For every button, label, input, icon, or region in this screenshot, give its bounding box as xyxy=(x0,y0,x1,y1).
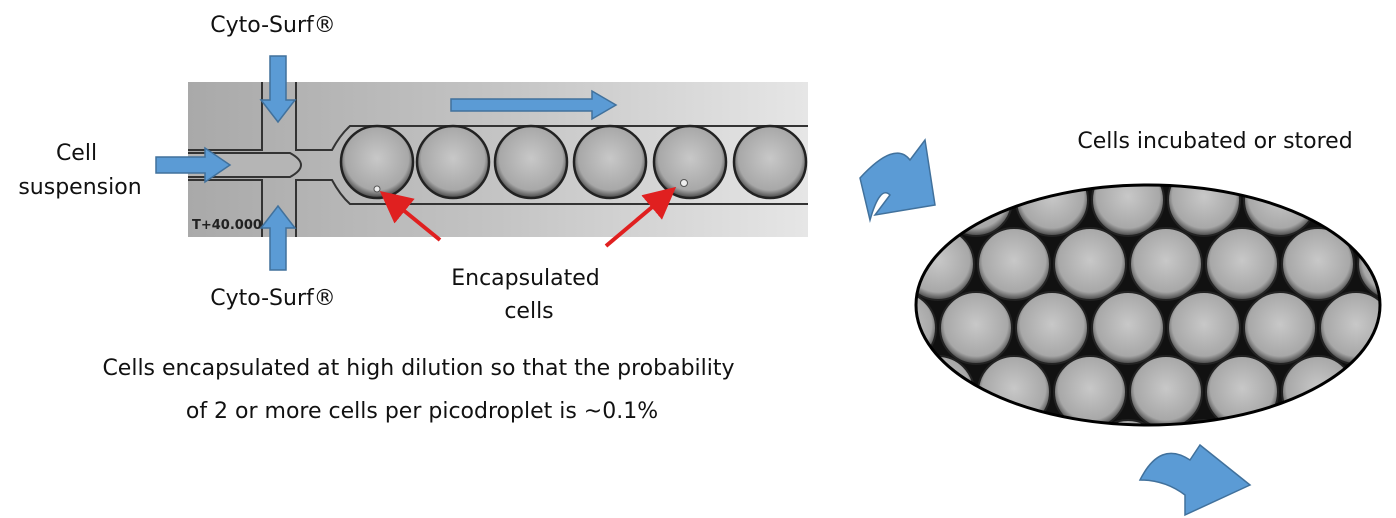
droplet xyxy=(1281,227,1355,301)
droplet xyxy=(1319,185,1380,237)
droplet xyxy=(1243,419,1317,425)
droplet xyxy=(1091,291,1165,365)
label: Cyto-Surf® xyxy=(210,286,336,311)
droplet xyxy=(1129,355,1203,425)
droplet xyxy=(1015,419,1089,425)
droplet xyxy=(1129,227,1203,301)
droplet xyxy=(1205,227,1279,301)
droplet xyxy=(1091,185,1165,237)
droplet xyxy=(977,227,1051,301)
droplet xyxy=(1053,227,1127,301)
pointer xyxy=(604,186,677,248)
droplet xyxy=(1015,185,1089,237)
droplet xyxy=(1205,355,1279,425)
droplet xyxy=(916,355,975,425)
droplet xyxy=(1357,355,1380,425)
droplet xyxy=(1015,291,1089,365)
droplet xyxy=(939,419,1013,425)
droplet xyxy=(939,291,1013,365)
arrow-down xyxy=(259,55,297,124)
pointer xyxy=(379,190,442,242)
flow-arrow xyxy=(450,89,618,121)
label: Encapsulated cells xyxy=(451,266,607,324)
droplet xyxy=(1091,419,1165,425)
droplet xyxy=(1243,291,1317,365)
arrow-right xyxy=(155,146,232,184)
droplet xyxy=(1167,185,1241,237)
curved-arrow xyxy=(859,138,936,223)
droplet xyxy=(916,419,937,425)
droplet xyxy=(1319,419,1380,425)
label: Cell suspension xyxy=(18,141,141,200)
label: Cyto-Surf® xyxy=(210,13,336,38)
caption: Cells encapsulated at high dilution so t… xyxy=(102,356,741,424)
curved-arrow xyxy=(1138,443,1252,517)
timestamp: T+40.000 xyxy=(192,218,262,233)
label: Cells incubated or stored xyxy=(1077,129,1352,154)
droplet xyxy=(1167,291,1241,365)
droplet xyxy=(1053,355,1127,425)
droplet xyxy=(1281,355,1355,425)
droplet-pack xyxy=(916,185,1380,425)
droplet xyxy=(916,291,937,365)
droplet xyxy=(916,227,975,301)
arrow-up xyxy=(259,204,297,271)
